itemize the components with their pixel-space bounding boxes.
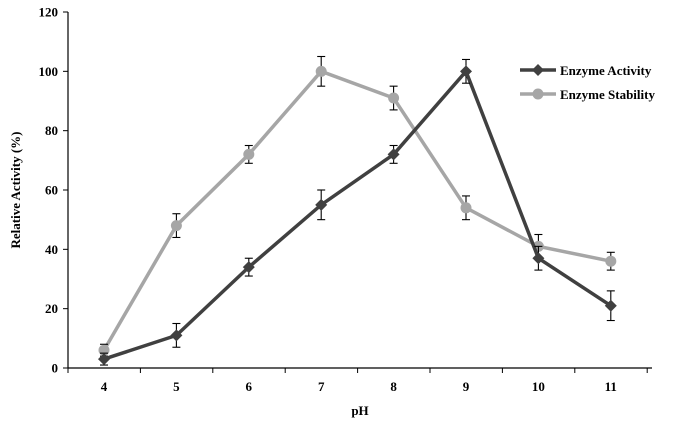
data-point-diamond <box>170 329 183 342</box>
x-axis-title: pH <box>351 403 368 418</box>
x-ticks: 4 5 6 7 8 9 10 11 <box>67 368 648 394</box>
data-point-circle <box>605 255 617 267</box>
data-point-circle <box>388 92 400 104</box>
y-tick-label: 20 <box>45 301 58 316</box>
legend-marker-stability <box>532 88 544 100</box>
x-tick-label: 8 <box>390 379 397 394</box>
data-point-diamond <box>242 261 255 274</box>
data-point-diamond <box>98 353 110 366</box>
legend-marker-activity <box>532 64 544 76</box>
legend: Enzyme Activity Enzyme Stability <box>520 63 655 102</box>
y-tick-label: 80 <box>45 123 58 138</box>
y-tick-label: 40 <box>45 242 58 257</box>
data-point-circle <box>170 220 182 232</box>
data-point-diamond <box>387 148 400 161</box>
legend-label-activity: Enzyme Activity <box>560 63 652 78</box>
x-tick-label: 5 <box>173 379 180 394</box>
y-tick-label: 100 <box>39 64 59 79</box>
y-tick-label: 120 <box>39 5 59 20</box>
series-layer <box>98 55 617 366</box>
data-point-diamond <box>532 252 545 265</box>
x-tick-label: 4 <box>101 379 108 394</box>
x-tick-label: 6 <box>246 379 253 394</box>
y-axis-title: Relative Activity (%) <box>8 132 23 249</box>
data-point-diamond <box>604 299 617 312</box>
legend-label-stability: Enzyme Stability <box>560 87 655 102</box>
x-tick-label: 10 <box>532 379 545 394</box>
data-point-circle <box>460 202 472 214</box>
y-tick-label: 60 <box>45 183 58 198</box>
y-ticks: 0 20 40 60 80 100 120 <box>39 5 68 376</box>
x-tick-label: 11 <box>605 379 617 394</box>
data-point-diamond <box>460 65 472 78</box>
data-point-circle <box>243 148 255 160</box>
data-point-circle <box>315 65 327 77</box>
series-enzyme-stability <box>98 55 617 357</box>
data-point-diamond <box>315 198 328 211</box>
series-line <box>103 67 612 361</box>
x-tick-label: 9 <box>463 379 470 394</box>
series-line <box>102 69 612 352</box>
x-tick-label: 7 <box>318 379 325 394</box>
legend-item-activity: Enzyme Activity <box>520 63 652 78</box>
legend-item-stability: Enzyme Stability <box>520 87 655 102</box>
series-enzyme-activity <box>98 58 617 366</box>
y-tick-label: 0 <box>52 361 59 376</box>
